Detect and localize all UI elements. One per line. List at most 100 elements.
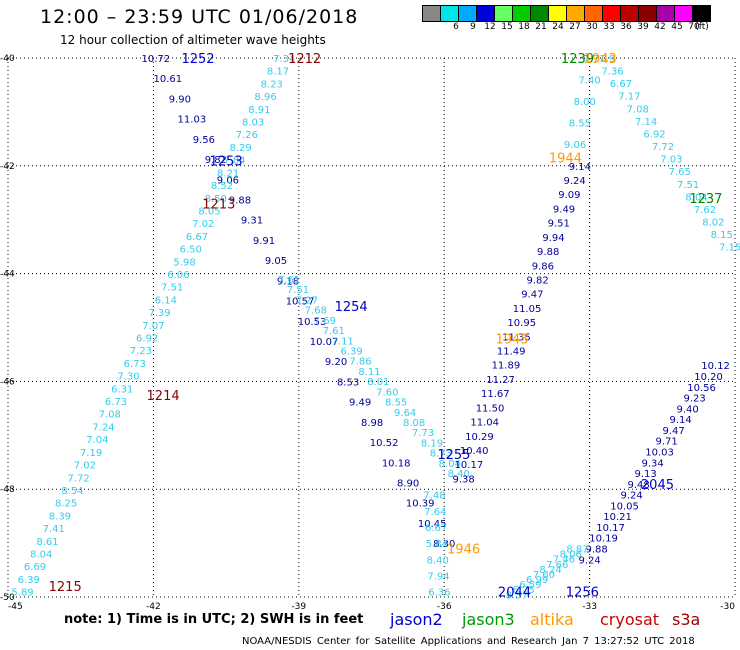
wave-height-value: 11.04 <box>470 418 499 429</box>
wave-height-value: 9.48 <box>627 480 649 491</box>
color-scale-label: 15 <box>501 22 513 32</box>
wave-height-value: 9.47 <box>521 290 543 301</box>
axis-tick-labels: -45 -42 -39 -36 -33 -30 -40 -42 -44 -46 -48 -50 <box>0 54 735 610</box>
map-note: note: 1) Time is in UTC; 2) SWH is in fe… <box>64 612 364 627</box>
wave-height-value: 8.73 <box>430 449 452 460</box>
wave-height-value: 9.49 <box>349 398 371 409</box>
track-1212: 7.34 8.178.23 8.96 8.91 8.037.26 8.29 7.848.21… <box>11 54 295 599</box>
legend-jason3: jason3 <box>462 610 515 629</box>
wave-height-value: 9.18 <box>277 276 299 287</box>
wave-height-value: 9.64 <box>394 408 416 419</box>
color-scale-label: 70 <box>688 22 700 32</box>
wave-height-value: 10.17 <box>455 460 484 471</box>
satellite-tracks: 10.72 10.61 9.90 11.03 9.56 9.82 9.06 9.88 9.31 9… <box>11 54 740 601</box>
wave-height-value: 7.14 <box>635 117 657 128</box>
wave-height-value: 8.02 <box>702 217 724 228</box>
wave-height-value: 10.20 <box>694 372 723 383</box>
wave-height-value: 9.06 <box>217 175 239 186</box>
wave-height-value: 10.56 <box>687 383 716 394</box>
wave-height-value: 8.15 <box>711 230 733 241</box>
map-title: 12:00 – 23:59 UTC 01/06/2018 <box>40 6 359 28</box>
track-1254: 7.617.517.277.687.697.617.116.397.868.11… <box>278 275 470 480</box>
lon-tick-label: -42 <box>146 602 161 610</box>
pass-time-label: 1215 <box>49 580 82 595</box>
wave-height-value: 10.40 <box>460 446 489 457</box>
wave-height-value: 10.18 <box>382 458 411 469</box>
lat-tick-label: -44 <box>0 270 15 280</box>
wave-height-value: 8.19 <box>421 438 443 449</box>
wave-height-value: 7.34 <box>273 54 295 65</box>
color-scale-unit: (ft) <box>695 22 709 32</box>
wave-height-value: 8.55 <box>569 119 591 130</box>
color-scale-label: 39 <box>637 22 649 32</box>
wave-height-value: 6.75 <box>512 585 534 596</box>
wave-height-value: 6.69 <box>24 562 46 573</box>
wave-height-value: 9.51 <box>548 219 570 230</box>
pass-time-label: 1214 <box>147 389 180 404</box>
wave-height-value: 8.08 <box>403 418 425 429</box>
wave-height-value: 11.03 <box>178 115 207 126</box>
color-scale-label: 27 <box>569 22 581 32</box>
lon-tick-label: -45 <box>8 602 23 610</box>
color-scale-label: 36 <box>620 22 632 32</box>
wave-height-value: 7.19 <box>80 448 102 459</box>
wave-height-value: 8.29 <box>230 143 252 154</box>
wave-height-value: 9.82 <box>526 275 548 286</box>
wave-height-value: 8.53 <box>337 377 359 388</box>
wave-height-value: 8.23 <box>261 79 283 90</box>
wave-height-value: 7.60 <box>533 570 555 581</box>
wave-height-value: 7.61 <box>323 326 345 337</box>
wave-height-value: 10.53 <box>298 317 327 328</box>
wave-height-value: 7.23 <box>130 346 152 357</box>
lon-tick-label: -30 <box>720 602 735 610</box>
wave-height-value: 7.46 <box>553 555 575 566</box>
wave-height-value: 7.07 <box>142 321 164 332</box>
wave-height-value: 7.61 <box>278 275 300 286</box>
wave-height-value: 7.08 <box>627 104 649 115</box>
color-scale-label: 24 <box>552 22 564 32</box>
pass-time-label: 1213 <box>202 198 235 213</box>
wave-height-value: 6.39 <box>340 346 362 357</box>
wave-height-value: 9.14 <box>569 162 591 173</box>
wave-height-value: 8.54 <box>61 486 83 497</box>
wave-height-value: 10.29 <box>465 432 494 443</box>
wave-height-value: 11.50 <box>476 403 505 414</box>
wave-height-value: 7.71 <box>583 54 605 65</box>
color-swatch-70 <box>692 5 711 22</box>
lat-tick-label: -42 <box>0 162 15 172</box>
wave-height-value: 9.05 <box>265 256 287 267</box>
track-1252: 10.72 10.61 9.90 11.03 9.56 9.82 9.06 9.88 9.31 9… <box>142 54 456 550</box>
wave-height-value: 6.31 <box>111 384 133 395</box>
wave-height-value: 11.27 <box>486 375 515 386</box>
wave-height-value: 7.51 <box>677 180 699 191</box>
wave-height-value: 6.67 <box>610 79 632 90</box>
wave-height-value: 9.31 <box>241 216 263 227</box>
wave-height-value: 6.36 <box>428 588 450 599</box>
color-scale-label: 42 <box>654 22 666 32</box>
wave-height-value: 9.20 <box>325 357 347 368</box>
wave-height-value: 10.07 <box>310 337 339 348</box>
wave-height-value: 7.65 <box>669 167 691 178</box>
wave-height-value: 10.45 <box>418 519 447 530</box>
wave-height-value: 9.14 <box>669 415 691 426</box>
map-footer: NOAA/NESDIS Center for Satellite Applica… <box>242 636 695 647</box>
wave-height-value: 9.91 <box>253 236 275 247</box>
pass-time-label: 1212 <box>288 52 321 67</box>
wave-height-value: 7.72 <box>67 473 89 484</box>
wave-height-value: 7.64 <box>424 507 446 518</box>
wave-height-value: 11.89 <box>492 361 521 372</box>
wave-height-value: 8.39 <box>49 511 71 522</box>
wave-height-value: 7.40 <box>578 76 600 87</box>
pass-time-label: 1253 <box>210 154 243 169</box>
wave-height-value: 8.06 <box>560 550 582 561</box>
pass-time-label: 1254 <box>335 300 368 315</box>
wave-height-value: 7.04 <box>86 435 108 446</box>
color-scale-label: 9 <box>470 22 476 32</box>
wave-height-value: 10.03 <box>645 447 674 458</box>
wave-height-value: 11.49 <box>497 347 526 358</box>
wave-height-value: 7.69 <box>314 316 336 327</box>
wave-height-value: 5.98 <box>173 257 195 268</box>
wave-height-value: 11.05 <box>513 304 542 315</box>
color-scale-label: 6 <box>453 22 459 32</box>
wave-height-value: 9.24 <box>620 491 642 502</box>
